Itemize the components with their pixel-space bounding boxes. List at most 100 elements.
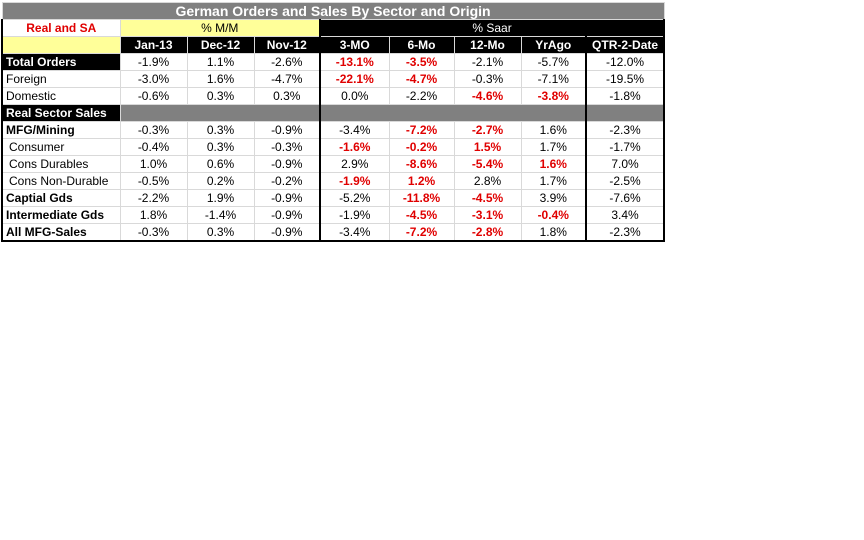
value-cell: -0.3% (453, 70, 522, 88)
value-cell: -8.6% (388, 155, 455, 173)
col-header: 3-MO (319, 36, 390, 54)
value-cell: 1.7% (520, 138, 587, 156)
value-cell: -5.2% (319, 189, 390, 207)
value-cell: -0.9% (253, 155, 321, 173)
value-cell: -12.0% (584, 53, 666, 71)
value-cell: -0.9% (253, 189, 321, 207)
value-cell: -4.7% (388, 70, 455, 88)
value-cell: -0.9% (253, 121, 321, 139)
value-cell: -0.2% (253, 172, 321, 190)
value-cell: 1.8% (520, 223, 587, 242)
orders-sales-table: German Orders and Sales By Sector and Or… (1, 2, 666, 242)
value-cell: 1.6% (520, 155, 587, 173)
value-cell: -3.0% (119, 70, 188, 88)
row-label: Cons Non-Durable (1, 172, 121, 190)
value-cell: -19.5% (584, 70, 666, 88)
value-cell: -4.6% (453, 87, 522, 105)
value-cell: 0.0% (319, 87, 390, 105)
row-label: All MFG-Sales (1, 223, 121, 242)
value-cell: -4.5% (453, 189, 522, 207)
real-sa-label: Real and SA (1, 19, 121, 37)
section-bar (584, 104, 666, 122)
value-cell: -7.6% (584, 189, 666, 207)
value-cell: -11.8% (388, 189, 455, 207)
value-cell: 7.0% (584, 155, 666, 173)
value-cell: 0.3% (186, 223, 255, 242)
value-cell: 1.1% (186, 53, 255, 71)
value-cell: -2.3% (584, 223, 666, 242)
value-cell: 1.7% (520, 172, 587, 190)
value-cell: 0.2% (186, 172, 255, 190)
value-cell: -7.1% (520, 70, 587, 88)
col-header: Dec-12 (186, 36, 255, 54)
value-cell: -4.5% (388, 206, 455, 224)
row-label: Cons Durables (1, 155, 121, 173)
value-cell: 1.9% (186, 189, 255, 207)
row-label: Consumer (1, 138, 121, 156)
value-cell: -0.2% (388, 138, 455, 156)
value-cell: 3.9% (520, 189, 587, 207)
section-bar (119, 104, 321, 122)
row-label: MFG/Mining (1, 121, 121, 139)
col-header: QTR-2-Date (584, 36, 666, 54)
value-cell: -2.2% (119, 189, 188, 207)
value-cell: -1.8% (584, 87, 666, 105)
value-cell: 1.6% (520, 121, 587, 139)
value-cell: -2.1% (453, 53, 522, 71)
table-row: Domestic -0.6% 0.3% 0.3% 0.0% -2.2% -4.6% -3.8%… (1, 87, 666, 105)
column-header-row: Jan-13 Dec-12 Nov-12 3-MO 6-Mo 12-Mo YrA… (1, 36, 666, 54)
col-header: 6-Mo (388, 36, 455, 54)
value-cell: -2.6% (253, 53, 321, 71)
value-cell: -1.9% (119, 53, 188, 71)
value-cell: -1.6% (319, 138, 390, 156)
col-header: YrAgo (520, 36, 587, 54)
saar-group-header: % Saar (318, 19, 666, 37)
value-cell: 2.9% (319, 155, 390, 173)
value-cell: 1.6% (186, 70, 255, 88)
value-cell: -2.8% (453, 223, 522, 242)
value-cell: -0.5% (119, 172, 188, 190)
value-cell: -0.3% (253, 138, 321, 156)
value-cell: -0.3% (119, 223, 188, 242)
value-cell: -2.5% (584, 172, 666, 190)
value-cell: -1.4% (186, 206, 255, 224)
table-row: Cons Durables 1.0% 0.6% -0.9% 2.9% -8.6% -5.4%… (1, 155, 666, 173)
value-cell: 2.8% (453, 172, 522, 190)
value-cell: -0.4% (520, 206, 587, 224)
value-cell: 0.6% (186, 155, 255, 173)
value-cell: 0.3% (186, 121, 255, 139)
value-cell: -3.4% (319, 223, 390, 242)
value-cell: 1.2% (388, 172, 455, 190)
group-header-row: Real and SA % M/M % Saar (1, 19, 666, 37)
section-bar (319, 104, 587, 122)
value-cell: 0.3% (186, 138, 255, 156)
value-cell: -5.4% (453, 155, 522, 173)
mm-group-header: % M/M (119, 19, 321, 37)
value-cell: -0.3% (119, 121, 188, 139)
value-cell: -0.9% (253, 206, 321, 224)
table-row: Consumer -0.4% 0.3% -0.3% -1.6% -0.2% 1.5% 1.7%… (1, 138, 666, 156)
row-label: Intermediate Gds (1, 206, 121, 224)
value-cell: -2.7% (453, 121, 522, 139)
row-label: Domestic (1, 87, 121, 105)
table-row: Total Orders -1.9% 1.1% -2.6% -13.1% -3.5% -2.… (1, 53, 666, 71)
value-cell: -0.4% (119, 138, 188, 156)
value-cell: 1.0% (119, 155, 188, 173)
col-header: Jan-13 (119, 36, 188, 54)
value-cell: -5.7% (520, 53, 587, 71)
value-cell: -4.7% (253, 70, 321, 88)
value-cell: 3.4% (584, 206, 666, 224)
title-row: German Orders and Sales By Sector and Or… (1, 2, 665, 20)
table-row: Intermediate Gds 1.8% -1.4% -0.9% -1.9% -4.5%… (1, 206, 666, 224)
value-cell: -3.8% (520, 87, 587, 105)
value-cell: -0.9% (253, 223, 321, 242)
value-cell: -7.2% (388, 223, 455, 242)
table-row: Real Sector Sales (1, 104, 666, 122)
value-cell: 0.3% (186, 87, 255, 105)
value-cell: -0.6% (119, 87, 188, 105)
row-label: Total Orders (1, 53, 121, 71)
value-cell: 1.8% (119, 206, 188, 224)
value-cell: -13.1% (319, 53, 390, 71)
row-label: Captial Gds (1, 189, 121, 207)
value-cell: -1.9% (319, 206, 390, 224)
